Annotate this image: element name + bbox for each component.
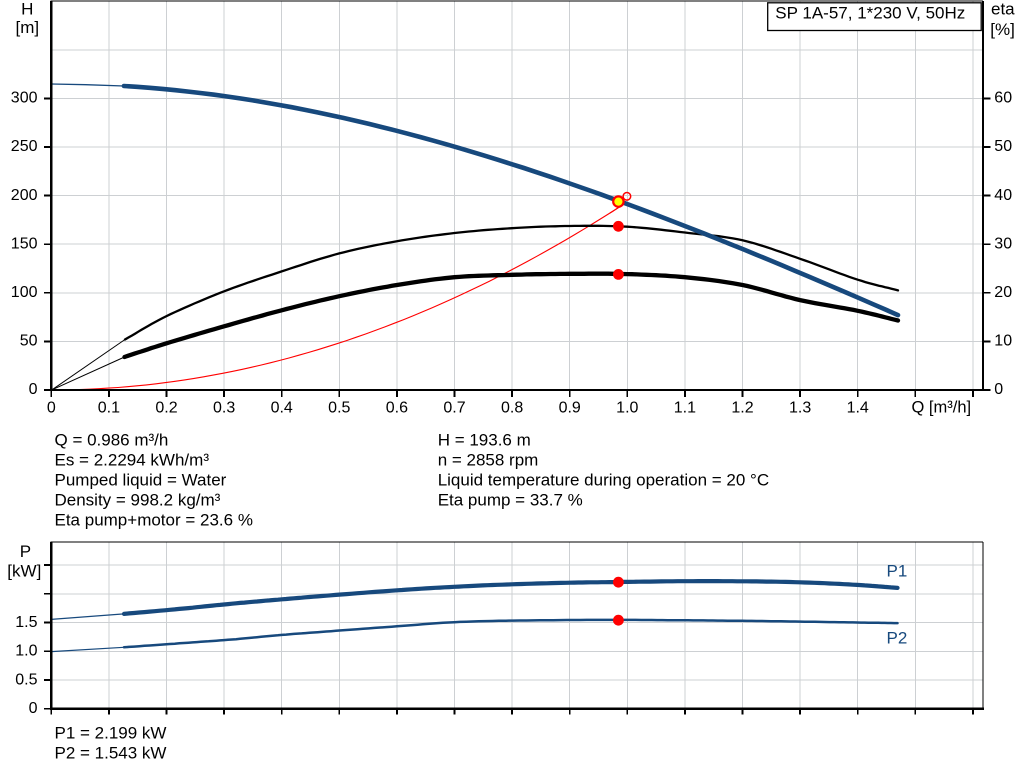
svg-text:0.6: 0.6 <box>386 399 408 416</box>
svg-text:eta: eta <box>991 0 1015 19</box>
svg-text:10: 10 <box>994 333 1012 350</box>
svg-text:P1: P1 <box>887 562 908 581</box>
svg-text:1.2: 1.2 <box>731 399 753 416</box>
svg-text:1.4: 1.4 <box>847 399 869 416</box>
svg-text:20: 20 <box>994 284 1012 301</box>
svg-text:40: 40 <box>994 187 1012 204</box>
svg-text:Density = 998.2 kg/m³: Density = 998.2 kg/m³ <box>55 491 221 510</box>
svg-text:0.1: 0.1 <box>98 399 120 416</box>
svg-text:0.2: 0.2 <box>155 399 177 416</box>
svg-text:250: 250 <box>11 138 38 155</box>
svg-text:150: 150 <box>11 235 38 252</box>
svg-text:100: 100 <box>11 284 38 301</box>
svg-text:H = 193.6 m: H = 193.6 m <box>438 430 531 449</box>
svg-text:P: P <box>20 542 31 561</box>
svg-text:50: 50 <box>20 333 38 350</box>
svg-text:Q = 0.986 m³/h: Q = 0.986 m³/h <box>55 430 169 449</box>
svg-text:0.9: 0.9 <box>559 399 581 416</box>
svg-text:SP 1A-57, 1*230 V, 50Hz: SP 1A-57, 1*230 V, 50Hz <box>775 4 965 23</box>
svg-text:P2 = 1.543 kW: P2 = 1.543 kW <box>55 744 167 763</box>
svg-text:1.0: 1.0 <box>616 399 638 416</box>
svg-text:n = 2858 rpm: n = 2858 rpm <box>438 450 539 469</box>
svg-text:0: 0 <box>29 381 38 398</box>
svg-text:1.5: 1.5 <box>15 614 37 631</box>
svg-text:0.4: 0.4 <box>271 399 293 416</box>
svg-text:Es = 2.2294 kWh/m³: Es = 2.2294 kWh/m³ <box>55 450 210 469</box>
svg-text:P1 = 2.199 kW: P1 = 2.199 kW <box>55 723 167 742</box>
svg-text:60: 60 <box>994 90 1012 107</box>
svg-text:30: 30 <box>994 235 1012 252</box>
svg-text:1.0: 1.0 <box>15 643 37 660</box>
svg-text:0: 0 <box>47 399 56 416</box>
svg-text:[m]: [m] <box>15 18 39 37</box>
svg-text:Liquid temperature during oper: Liquid temperature during operation = 20… <box>438 471 769 490</box>
svg-text:0.7: 0.7 <box>443 399 465 416</box>
svg-text:0: 0 <box>994 381 1003 398</box>
svg-text:200: 200 <box>11 187 38 204</box>
svg-text:0.5: 0.5 <box>15 671 37 688</box>
svg-text:0.3: 0.3 <box>213 399 235 416</box>
svg-text:[%]: [%] <box>990 20 1015 39</box>
svg-text:0.5: 0.5 <box>328 399 350 416</box>
svg-text:0: 0 <box>29 700 38 717</box>
svg-text:0.8: 0.8 <box>501 399 523 416</box>
svg-text:P2: P2 <box>887 629 908 648</box>
svg-text:Pumped liquid = Water: Pumped liquid = Water <box>55 471 227 490</box>
svg-text:H: H <box>21 0 33 19</box>
svg-text:Q [m³/h]: Q [m³/h] <box>912 398 972 416</box>
svg-text:50: 50 <box>994 138 1012 155</box>
svg-text:300: 300 <box>11 90 38 107</box>
svg-text:Eta pump+motor = 23.6 %: Eta pump+motor = 23.6 % <box>55 511 253 530</box>
svg-text:1.1: 1.1 <box>674 399 696 416</box>
svg-text:1.3: 1.3 <box>789 399 811 416</box>
svg-text:Eta pump = 33.7 %: Eta pump = 33.7 % <box>438 491 583 510</box>
svg-text:[kW]: [kW] <box>7 562 41 581</box>
